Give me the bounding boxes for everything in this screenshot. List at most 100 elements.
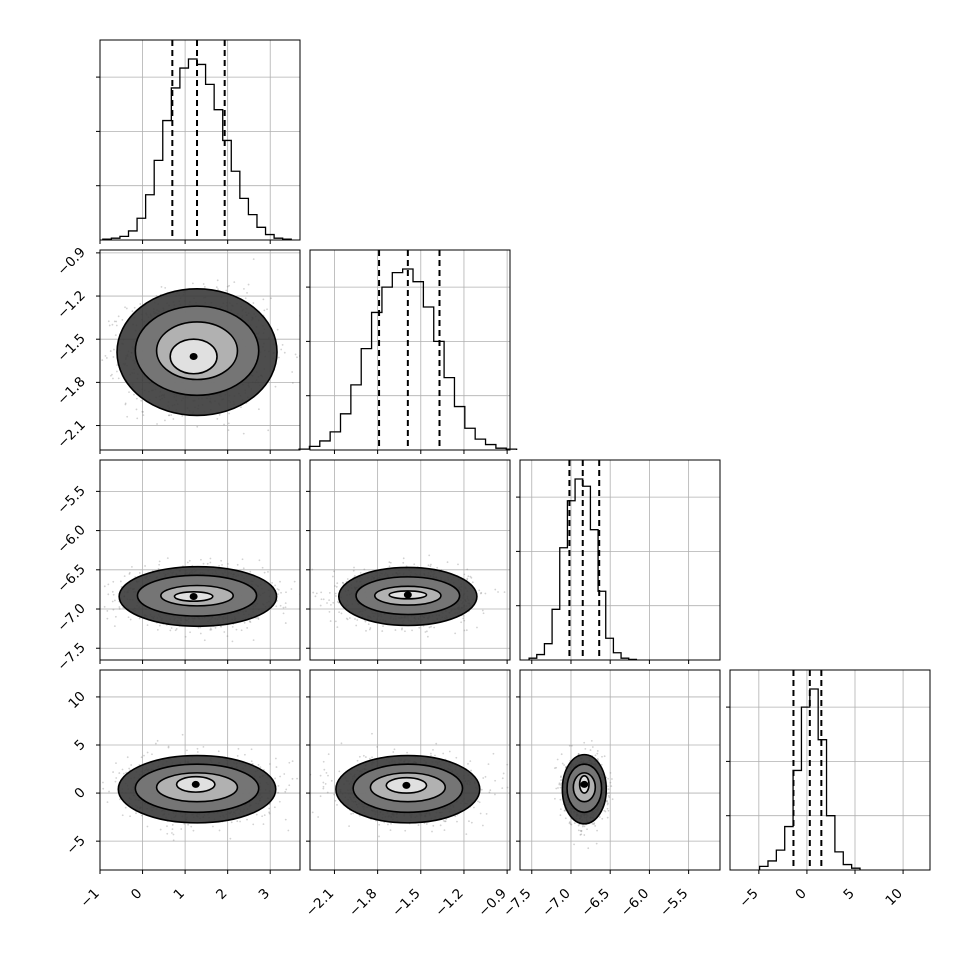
scatter-point — [277, 593, 279, 596]
scatter-point — [106, 610, 109, 612]
scatter-point — [216, 418, 219, 420]
scatter-point — [125, 307, 128, 310]
scatter-point — [353, 574, 356, 577]
scatter-point — [199, 632, 202, 635]
scatter-point — [179, 456, 181, 458]
scatter-point — [388, 561, 391, 564]
scatter-point — [494, 588, 497, 591]
scatter-point — [220, 625, 222, 628]
scatter-point — [112, 377, 114, 380]
y-tick-label-2-0: −7.5 — [54, 640, 88, 674]
scatter-point — [121, 318, 124, 321]
scatter-point — [267, 429, 270, 432]
scatter-point — [231, 640, 234, 643]
scatter-point — [221, 564, 223, 566]
scatter-point — [209, 627, 212, 630]
scatter-point — [243, 621, 246, 624]
scatter-point — [244, 297, 247, 300]
scatter-point — [280, 591, 282, 594]
scatter-point — [113, 625, 116, 628]
scatter-point — [226, 635, 229, 638]
scatter-point — [482, 612, 485, 615]
scatter-point — [103, 605, 106, 608]
scatter-point — [235, 628, 238, 631]
scatter-point — [164, 419, 166, 422]
scatter-point — [368, 628, 371, 631]
scatter-point — [467, 575, 470, 578]
contour-2-0-2 — [136, 574, 258, 617]
contour-1-0-0 — [169, 338, 218, 375]
scatter-point — [293, 580, 296, 583]
scatter-point — [141, 410, 144, 413]
scatter-point — [249, 621, 252, 623]
scatter-point — [101, 359, 104, 362]
scatter-point — [119, 580, 122, 583]
scatter-point — [112, 593, 115, 596]
scatter-point — [284, 606, 287, 609]
scatter-point — [242, 432, 245, 435]
scatter-point — [227, 422, 230, 425]
scatter-point — [215, 286, 218, 289]
scatter-point — [203, 285, 206, 288]
scatter-point — [167, 414, 170, 417]
scatter-point — [109, 350, 112, 352]
scatter-point — [189, 631, 191, 634]
scatter-point — [247, 283, 250, 286]
scatter-point — [156, 423, 158, 425]
scatter-point — [113, 599, 116, 602]
scatter-point — [367, 623, 370, 626]
scatter-point — [58, 338, 60, 340]
scatter-point — [241, 558, 244, 561]
panel-2-1 — [306, 459, 511, 664]
scatter-point — [276, 328, 279, 331]
scatter-point — [107, 593, 110, 596]
scatter-point — [388, 565, 391, 568]
scatter-point — [228, 284, 230, 287]
density-peak-2-0 — [189, 592, 198, 600]
scatter-point — [348, 617, 351, 619]
scatter-point — [181, 414, 184, 417]
scatter-point — [184, 635, 187, 638]
scatter-point — [446, 561, 449, 564]
scatter-point — [174, 629, 177, 632]
y-tick-label-1-2: −1.5 — [54, 331, 88, 365]
scatter-point — [283, 351, 286, 354]
contour-1-0-3 — [116, 288, 278, 417]
scatter-point — [93, 593, 95, 595]
scatter-point — [231, 625, 234, 628]
scatter-point — [282, 606, 285, 609]
scatter-point — [340, 612, 343, 615]
scatter-point — [214, 626, 217, 629]
scatter-point — [124, 403, 127, 406]
scatter-point — [111, 600, 114, 603]
scatter-point — [336, 626, 339, 629]
scatter-point — [466, 578, 469, 581]
scatter-point — [291, 382, 294, 384]
scatter-point — [118, 606, 121, 608]
scatter-point — [463, 629, 466, 632]
scatter-point — [115, 324, 118, 327]
scatter-point — [225, 289, 228, 292]
scatter-point — [353, 566, 355, 569]
scatter-point — [433, 626, 436, 629]
scatter-point — [476, 626, 478, 629]
scatter-point — [284, 602, 287, 605]
scatter-point — [217, 288, 219, 291]
scatter-point — [89, 345, 91, 347]
scatter-point — [342, 581, 344, 584]
scatter-point — [156, 629, 159, 631]
scatter-point — [279, 604, 282, 607]
scatter-point — [270, 297, 272, 300]
scatter-point — [274, 584, 276, 587]
contour-2-0-0 — [173, 590, 214, 602]
scatter-point — [226, 285, 229, 288]
scatter-point — [206, 562, 209, 565]
scatter-point — [131, 310, 134, 313]
scatter-point — [334, 620, 337, 623]
scatter-point — [186, 561, 189, 564]
scatter-point — [256, 616, 259, 619]
scatter-point — [319, 568, 321, 570]
contour-1-0-1 — [155, 321, 239, 381]
scatter-point — [320, 598, 323, 601]
y-tick-label-2-2: −6.5 — [54, 561, 88, 595]
